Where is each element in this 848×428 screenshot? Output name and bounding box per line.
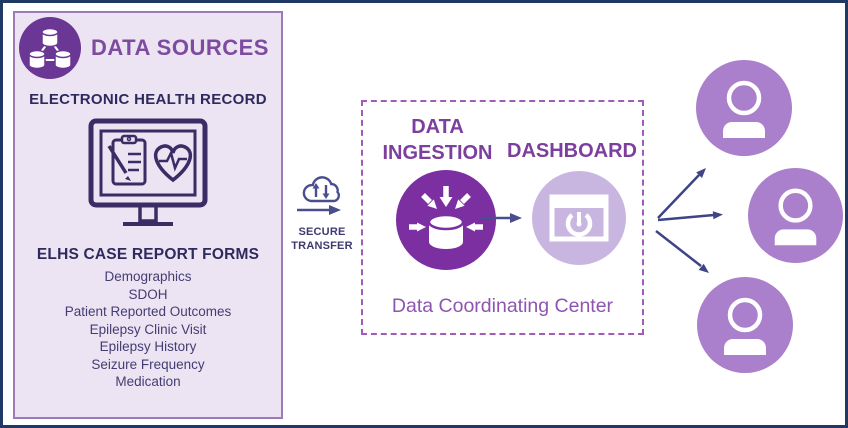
data-ingestion-icon [396,170,496,270]
dashboard-label: DASHBOARD [507,140,637,162]
data-sources-title: DATA SOURCES [91,35,269,60]
list-item: Patient Reported Outcomes [64,304,232,319]
ehr-monitor-icon [88,118,208,226]
fan-out-arrows [655,168,723,273]
data-coordinating-center-label: Data Coordinating Center [391,295,614,317]
list-item: Medication [115,374,181,389]
ingestion-to-dashboard-arrow [481,213,522,223]
user-icon [723,80,765,138]
data-coordinating-center-box: DATA INGESTION DASHBOARD [361,100,644,335]
list-item: Epilepsy History [99,339,197,354]
secure-transfer-label: SECURE TRANSFER [286,225,358,253]
transfer-arrow [297,205,341,215]
list-item: SDOH [128,286,168,302]
databases-icon [19,17,81,79]
data-ingestion-label: DATA INGESTION [382,116,493,164]
secure-transfer-line1: SECURE [298,226,346,238]
case-report-forms-list: Demographics SDOH Patient Reported Outco… [15,268,281,391]
cloud-transfer-icon [302,176,340,203]
secure-transfer-line2: TRANSFER [291,240,353,252]
user-icon [774,188,817,246]
user-circle-top [696,60,792,156]
case-report-forms-heading: ELHS CASE REPORT FORMS [36,246,260,263]
user-icon [724,297,766,355]
data-sources-panel: DATA SOURCES ELECTRONIC HEALTH RECORD EL… [13,11,283,419]
user-circle-middle [748,168,843,263]
user-circle-bottom [697,277,793,373]
list-item: Demographics [104,269,192,284]
list-item: Seizure Frequency [91,356,205,372]
ehr-heading: ELECTRONIC HEALTH RECORD [29,91,267,108]
list-item: Epilepsy Clinic Visit [89,321,207,337]
dashboard-gauge-icon [532,171,626,265]
